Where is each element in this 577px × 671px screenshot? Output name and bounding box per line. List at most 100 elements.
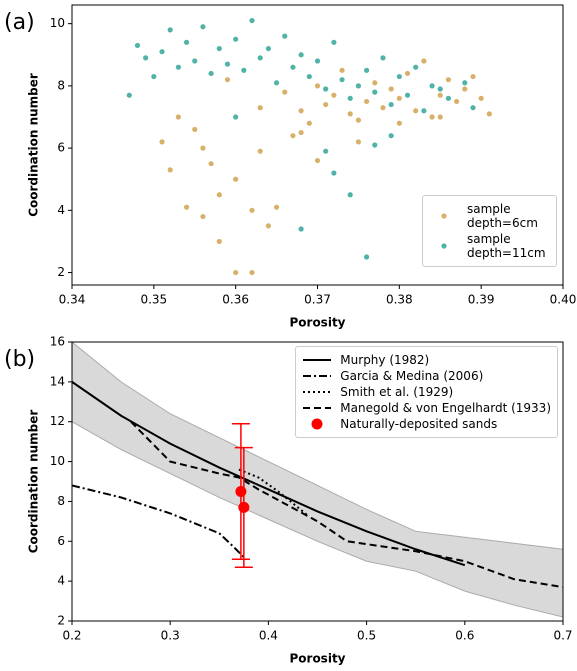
- legend-label: sample depth=11cm: [467, 232, 546, 260]
- point: [355, 83, 362, 89]
- point: [396, 120, 402, 126]
- x-tick-label: 0.2: [62, 629, 81, 643]
- legend-label: Garcia & Medina (2006): [340, 369, 484, 383]
- point: [347, 192, 353, 198]
- point: [404, 70, 411, 77]
- point: [298, 226, 304, 232]
- point: [143, 55, 149, 61]
- point: [355, 117, 362, 123]
- point: [314, 157, 321, 164]
- plot-area: [72, 342, 563, 618]
- legend-item: Garcia & Medina (2006): [302, 369, 551, 383]
- point: [462, 80, 468, 86]
- point: [233, 36, 239, 42]
- legend-marker: [303, 391, 332, 393]
- point: [126, 92, 132, 98]
- point: [175, 114, 181, 120]
- x-tick-label: 0.40: [550, 293, 577, 307]
- panel-label: (b): [4, 347, 35, 372]
- point: [282, 89, 288, 95]
- y-tick-label: 14: [50, 374, 65, 388]
- x-tick-label: 0.37: [304, 293, 331, 307]
- axes-frame: [71, 4, 564, 286]
- point: [421, 58, 427, 64]
- point: [421, 108, 427, 114]
- x-tick-label: 0.4: [259, 629, 278, 643]
- x-tick-label: 0.35: [140, 293, 167, 307]
- y-tick-label: 2: [57, 265, 65, 279]
- y-tick-label: 8: [57, 78, 65, 92]
- legend-item: Naturally-deposited sands: [302, 417, 551, 431]
- axes-frame: [71, 341, 564, 622]
- point: [249, 207, 255, 213]
- point: [404, 92, 411, 98]
- point: [437, 92, 443, 98]
- point: [200, 145, 206, 151]
- x-tick-label: 0.7: [553, 629, 572, 643]
- legend-item: sample depth=6cm: [429, 202, 550, 230]
- legend-marker: [441, 243, 447, 249]
- point: [437, 114, 443, 120]
- point: [429, 114, 435, 120]
- y-tick-label: 4: [57, 574, 65, 588]
- point: [167, 167, 173, 173]
- x-tick-label: 0.6: [455, 629, 474, 643]
- point: [298, 108, 304, 114]
- point: [380, 105, 386, 111]
- point: [224, 77, 231, 83]
- point: [282, 33, 288, 39]
- point: [396, 95, 402, 101]
- point: [290, 133, 296, 139]
- legend-marker: [303, 359, 332, 361]
- point: [364, 254, 370, 260]
- point: [388, 101, 394, 108]
- point: [454, 98, 460, 105]
- point: [249, 269, 255, 276]
- point: [314, 58, 321, 64]
- point: [380, 55, 386, 61]
- x-tick-label: 0.36: [222, 293, 249, 307]
- point: [331, 170, 337, 176]
- line: [238, 468, 309, 517]
- point: [355, 139, 362, 145]
- y-tick-label: 12: [50, 414, 65, 428]
- point: [331, 39, 337, 45]
- point: [347, 95, 353, 101]
- point: [238, 501, 250, 513]
- line: [72, 484, 245, 558]
- point: [429, 83, 435, 89]
- point: [183, 39, 190, 45]
- point: [339, 77, 345, 83]
- legend-label: Murphy (1982): [340, 353, 430, 367]
- y-tick-label: 2: [57, 614, 65, 628]
- point: [183, 204, 190, 210]
- legend: Murphy (1982) Garcia & Medina (2006) Smith…: [295, 346, 558, 438]
- point: [200, 213, 206, 220]
- point: [486, 111, 492, 117]
- point: [233, 114, 239, 120]
- y-tick-label: 10: [50, 16, 65, 30]
- point: [273, 204, 280, 210]
- point: [257, 105, 263, 111]
- point: [372, 142, 378, 148]
- point: [208, 161, 214, 167]
- x-tick-label: 0.5: [357, 629, 376, 643]
- point: [462, 86, 468, 92]
- point: [331, 92, 337, 98]
- point: [298, 129, 304, 136]
- legend-label: Naturally-deposited sands: [340, 417, 498, 431]
- plot-area: [126, 17, 492, 276]
- point: [233, 176, 239, 182]
- legend-dot: [311, 418, 323, 430]
- point: [216, 192, 222, 198]
- legend-label: sample depth=6cm: [467, 202, 538, 230]
- legend-marker: [303, 407, 332, 409]
- y-tick-label: 10: [50, 454, 65, 468]
- point: [323, 101, 329, 108]
- point: [233, 269, 239, 276]
- y-axis-label: Coordination number: [27, 410, 41, 554]
- y-axis-label: Coordination number: [27, 73, 41, 217]
- point: [445, 77, 452, 83]
- legend-label: Manegold & von Engelhardt (1933): [340, 401, 551, 415]
- legend-item: sample depth=11cm: [429, 232, 550, 260]
